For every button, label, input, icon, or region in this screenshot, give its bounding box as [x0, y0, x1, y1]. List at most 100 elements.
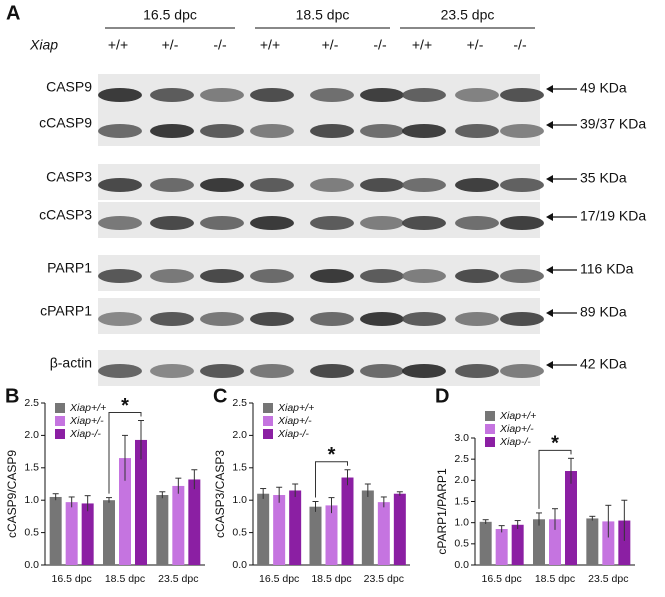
arrow-head — [546, 213, 553, 221]
bar — [65, 502, 78, 565]
genotype: +/- — [162, 37, 179, 53]
blot-band — [250, 88, 294, 102]
blot-band — [500, 178, 544, 192]
blot-band — [500, 364, 544, 378]
blot-band — [200, 124, 244, 138]
blot-band — [200, 216, 244, 230]
blot-band — [500, 88, 544, 102]
bar — [565, 471, 577, 565]
y-tick-label: 1.0 — [24, 494, 39, 506]
arrow-head — [546, 85, 553, 93]
blot-band — [150, 269, 194, 283]
blot-band — [150, 364, 194, 378]
y-tick-label: 1.0 — [232, 494, 247, 506]
row-label: cCASP3 — [39, 207, 92, 223]
gene-label: Xiap — [29, 37, 58, 53]
legend-label: Xiap+/- — [499, 423, 534, 435]
bar — [511, 524, 524, 565]
legend-label: Xiap+/+ — [277, 402, 314, 414]
x-tick-label: 18.5 dpc — [535, 573, 575, 585]
blot-band — [150, 178, 194, 192]
blot-band — [310, 124, 354, 138]
legend-label: Xiap+/+ — [69, 402, 106, 414]
blot-band — [360, 88, 404, 102]
blot-band — [98, 364, 142, 378]
blot-band — [98, 269, 142, 283]
blot-band — [200, 312, 244, 326]
bar — [81, 503, 94, 565]
blot-band — [360, 269, 404, 283]
blot-band — [200, 269, 244, 283]
x-tick-label: 23.5 dpc — [158, 573, 198, 585]
blot-band — [150, 124, 194, 138]
row-label: cCASP9 — [39, 115, 92, 131]
y-tick-label: 1.5 — [232, 462, 247, 474]
blot-band — [500, 269, 544, 283]
sig-star: * — [551, 433, 559, 455]
row-label: CASP9 — [46, 79, 92, 95]
y-axis-title: cPARP1/PARP1 — [435, 468, 449, 555]
size-label: 89 KDa — [580, 304, 627, 320]
blot-band — [98, 124, 142, 138]
genotype: +/+ — [412, 37, 432, 53]
bar — [479, 521, 492, 565]
sig-bracket — [108, 411, 142, 494]
bar — [361, 490, 374, 565]
blot-band — [402, 178, 446, 192]
x-tick-label: 16.5 dpc — [52, 573, 92, 585]
blot-band — [310, 216, 354, 230]
blot-band — [455, 269, 499, 283]
panel-label: B — [5, 385, 19, 407]
legend-swatch — [263, 403, 273, 413]
sig-star: * — [121, 395, 129, 417]
arrow-head — [546, 266, 553, 274]
y-tick-label: 0.5 — [454, 538, 469, 550]
blot-band — [250, 124, 294, 138]
y-tick-label: 3.0 — [454, 432, 469, 444]
blot-band — [200, 364, 244, 378]
genotype: +/+ — [108, 37, 128, 53]
group-label: 16.5 dpc — [143, 7, 197, 23]
blot-band — [250, 364, 294, 378]
y-tick-label: 1.5 — [24, 462, 39, 474]
bar — [618, 520, 631, 565]
genotype: +/- — [322, 37, 339, 53]
blot-band — [455, 364, 499, 378]
x-tick-label: 23.5 dpc — [364, 573, 404, 585]
bar — [135, 439, 147, 565]
size-label: 42 KDa — [580, 356, 627, 372]
panel-label: C — [213, 385, 227, 407]
blot-band — [200, 88, 244, 102]
blot-band — [500, 216, 544, 230]
blot-band — [455, 88, 499, 102]
blot-band — [250, 178, 294, 192]
arrow-head — [546, 309, 553, 317]
legend-label: Xiap+/- — [277, 415, 312, 427]
blot-band — [360, 124, 404, 138]
panel-label: A — [6, 2, 20, 24]
blot-band — [402, 364, 446, 378]
y-axis-title: cCASP9/CASP9 — [5, 450, 19, 538]
legend-label: Xiap+/- — [69, 415, 104, 427]
row-label: PARP1 — [47, 260, 92, 276]
row-label: β-actin — [50, 355, 92, 371]
blot-band — [500, 312, 544, 326]
blot-band — [150, 312, 194, 326]
blot-band — [455, 124, 499, 138]
bar — [533, 519, 545, 565]
genotype: -/- — [513, 37, 527, 53]
y-tick-label: 0.5 — [232, 526, 247, 538]
legend-label: Xiap+/+ — [499, 410, 536, 422]
blot-band — [310, 312, 354, 326]
blot-band — [402, 88, 446, 102]
y-tick-label: 0.0 — [24, 559, 39, 571]
legend-label: Xiap-/- — [277, 428, 309, 440]
legend-label: Xiap-/- — [69, 428, 101, 440]
legend-swatch — [485, 411, 495, 421]
y-tick-label: 2.5 — [24, 397, 39, 409]
row-label: CASP3 — [46, 169, 92, 185]
arrow-head — [546, 121, 553, 129]
arrow-head — [546, 175, 553, 183]
y-tick-label: 1.5 — [454, 495, 469, 507]
blot-band — [98, 88, 142, 102]
